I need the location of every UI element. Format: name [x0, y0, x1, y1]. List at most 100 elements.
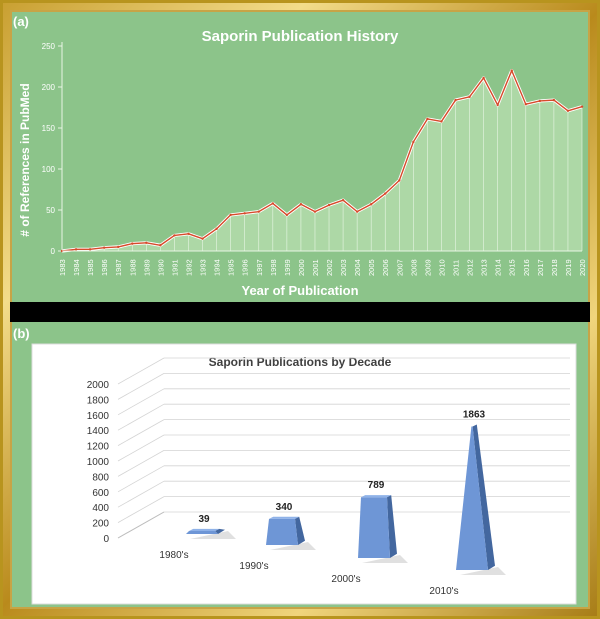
data-point	[384, 192, 387, 195]
x-tick-label: 2000	[297, 259, 306, 276]
category-label: 1990's	[239, 561, 268, 572]
x-tick-label: 2014	[494, 259, 503, 276]
data-point	[117, 245, 120, 249]
y-tick-label: 800	[92, 472, 109, 483]
floor-side	[117, 511, 165, 539]
publication-history-chart: (a) Saporin Publication History 0 50 100 15…	[13, 14, 587, 298]
y-tick-label: 400	[92, 503, 109, 514]
gridline-side	[117, 403, 165, 431]
x-tick-label: 1991	[170, 259, 179, 276]
data-point	[131, 242, 134, 245]
data-label: 340	[276, 502, 293, 513]
bar-front-face	[456, 426, 488, 570]
bar-top-face	[361, 495, 392, 498]
data-point	[426, 117, 429, 121]
gridline-side	[117, 357, 165, 385]
x-tick-label: 1983	[58, 259, 67, 276]
panel-divider	[10, 302, 590, 322]
x-tick-label: 1993	[199, 259, 208, 276]
data-point	[524, 103, 527, 106]
data-point	[496, 103, 499, 107]
y-tick-label: 200	[42, 83, 56, 92]
panel-a-label: (a)	[13, 14, 29, 29]
x-tick-label: 2001	[311, 259, 320, 276]
y-tick-label: 2000	[87, 380, 110, 391]
gridline-side	[117, 496, 165, 523]
chart-b-title: Saporin Publications by Decade	[209, 355, 392, 369]
y-tick-label: 1800	[87, 395, 110, 406]
chart-a-xlabel: Year of Publication	[241, 283, 358, 298]
data-point	[412, 140, 415, 144]
x-tick-label: 2011	[452, 260, 461, 276]
category-label: 1980's	[159, 550, 188, 561]
x-tick-label: 1986	[100, 259, 109, 276]
x-tick-label: 1997	[255, 259, 264, 276]
x-tick-label: 1992	[184, 259, 193, 276]
data-point	[271, 202, 275, 205]
y-tick-label: 1600	[87, 411, 110, 422]
chart-a-ylabel: # of References in PubMed	[18, 83, 32, 236]
gridline-side	[117, 450, 165, 477]
x-tick-label: 1987	[114, 259, 123, 276]
y-tick-label: 150	[42, 124, 56, 133]
publications-by-decade-chart: (b) Saporin Publications by Decade 0 200 4…	[13, 326, 577, 605]
x-tick-label: 1988	[128, 259, 137, 276]
x-tick-label: 2007	[395, 259, 404, 276]
bar-side-face	[387, 495, 397, 558]
y-tick-label: 200	[92, 519, 109, 530]
x-tick-label: 2017	[536, 259, 545, 276]
data-point	[159, 244, 162, 247]
x-tick-label: 1994	[213, 259, 222, 276]
series-line	[61, 69, 583, 252]
gridline-side	[117, 419, 165, 446]
x-tick-label: 1998	[269, 259, 278, 276]
data-label: 39	[198, 514, 210, 525]
data-point	[74, 248, 78, 251]
bar-shadow	[270, 542, 316, 550]
gridline-side	[117, 434, 165, 462]
data-point	[440, 120, 443, 123]
data-point	[285, 213, 289, 217]
x-tick-label: 1995	[227, 259, 236, 276]
x-tick-label: 1996	[241, 259, 250, 276]
data-point	[510, 69, 513, 72]
data-point	[299, 203, 303, 206]
data-label: 1863	[463, 410, 486, 421]
x-tick-label: 2009	[423, 259, 432, 276]
data-point	[482, 76, 485, 80]
data-point	[580, 105, 584, 108]
data-point	[468, 95, 471, 99]
x-tick-label: 2003	[339, 259, 348, 276]
data-point	[102, 246, 106, 249]
x-tick-label: 2008	[409, 259, 418, 276]
y-tick-label: 1000	[87, 457, 110, 468]
gridline-side	[117, 480, 165, 508]
x-tick-label: 2020	[578, 259, 587, 276]
gridline-side	[117, 388, 165, 416]
y-tick-label: 100	[42, 165, 56, 174]
x-tick-label: 2018	[550, 259, 559, 276]
data-point	[566, 109, 570, 112]
x-tick-label: 1999	[283, 259, 292, 276]
data-point	[369, 203, 373, 206]
data-point	[398, 179, 401, 182]
data-point	[257, 210, 260, 213]
x-tick-label: 2016	[522, 259, 531, 276]
y-tick-label: 0	[103, 534, 109, 545]
data-point	[552, 98, 556, 102]
y-tick-label: 50	[46, 206, 55, 215]
data-point	[187, 232, 190, 235]
x-tick-label: 2010	[437, 259, 446, 276]
chart-a-title: Saporin Publication History	[202, 28, 399, 45]
y-tick-label: 250	[42, 42, 56, 51]
category-label: 2010's	[429, 586, 458, 597]
gridline-side	[117, 373, 165, 400]
panel-b-label: (b)	[13, 326, 30, 341]
bar-front-face	[358, 497, 390, 558]
data-point	[173, 234, 176, 237]
data-point	[145, 241, 148, 244]
data-point	[215, 227, 218, 231]
data-label: 789	[368, 480, 385, 491]
bar-shadow	[460, 567, 506, 575]
